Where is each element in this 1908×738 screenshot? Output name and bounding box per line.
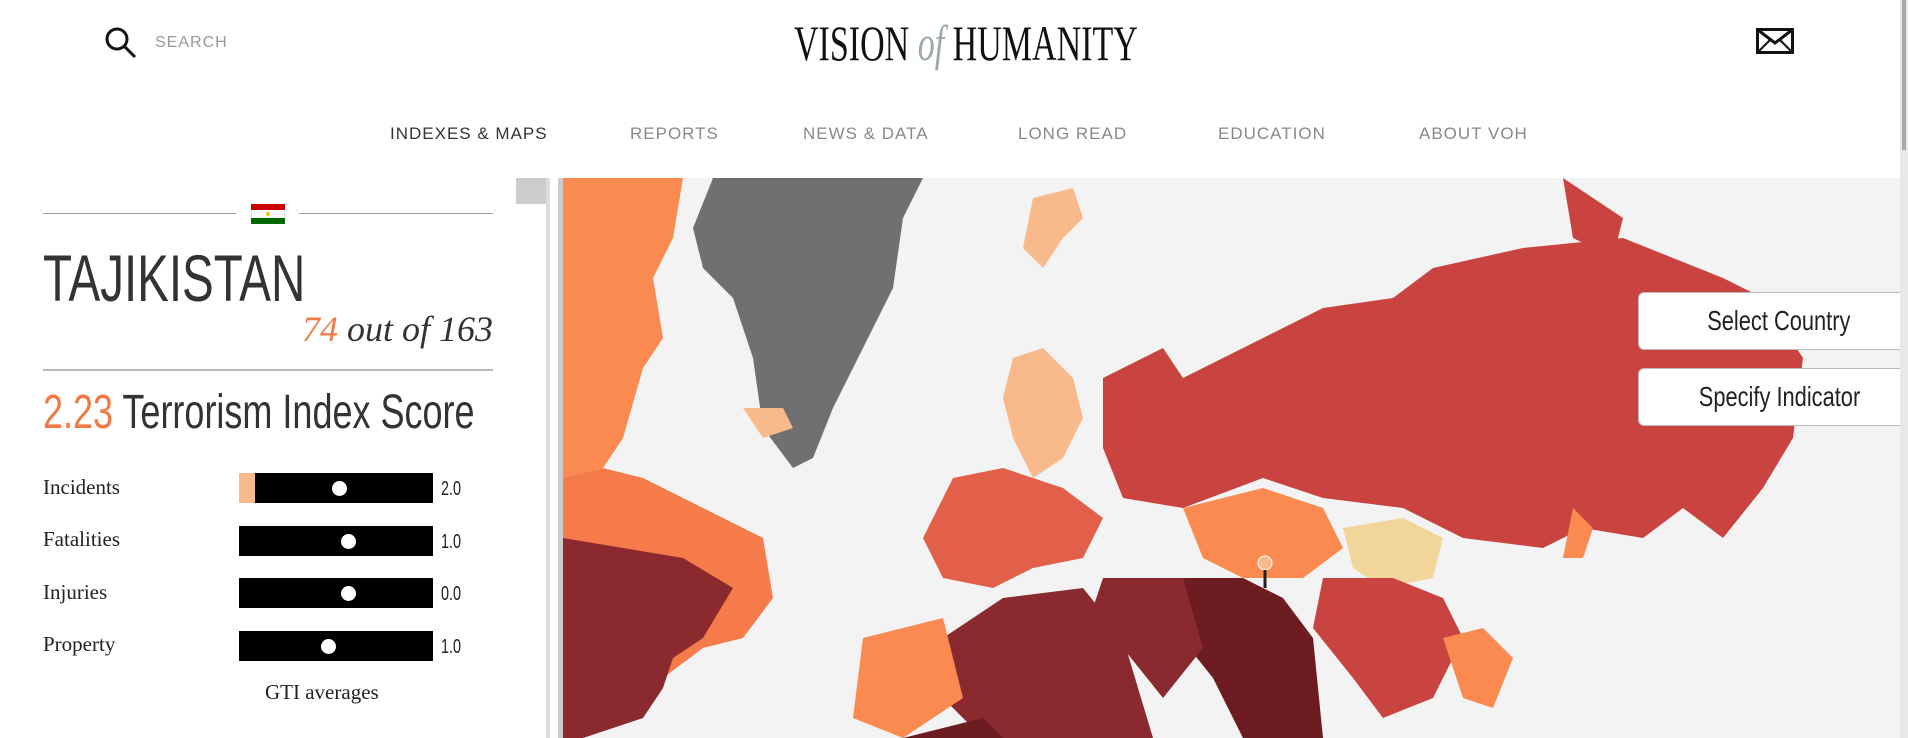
logo-text: HUMANITY [952,15,1138,71]
indicator-value: 1.0 [441,531,462,553]
rank: 74 out of 163 [302,308,493,350]
nav-item[interactable]: LONG READ [1018,124,1128,143]
page-scrollbar [1900,0,1908,738]
indicator-label: Property [43,632,116,656]
search-input[interactable]: SEARCH [155,34,228,51]
scrollbar-thumb[interactable] [516,178,546,204]
rank-value: 74 [301,309,338,349]
rank-text: out of 163 [346,309,493,349]
indicator-label: Incidents [43,475,120,499]
divider [299,213,493,214]
indicator-value: 0.0 [441,583,462,605]
nav-item[interactable]: EDUCATION [1218,124,1326,143]
divider [43,369,493,371]
indicator-value: 1.0 [441,636,462,658]
search-icon[interactable] [104,26,138,60]
indicator-label: Injuries [43,580,108,604]
select-country-button[interactable]: Select Country [1638,292,1908,350]
score-value: 2.23 [43,386,114,439]
indicator-bar [239,473,433,503]
nav-item[interactable]: INDEXES & MAPS [390,124,548,143]
map[interactable] [563,178,1908,738]
score-label: Terrorism Index Score [122,386,475,439]
country-name: TAJIKISTAN [43,241,306,315]
nav-item[interactable]: NEWS & DATA [803,124,929,143]
legend-note: GTI averages [265,680,379,704]
mail-icon[interactable] [1756,28,1794,54]
indicator-bar [239,631,433,661]
logo-text: of [917,15,945,71]
separator [558,178,563,738]
divider [43,213,236,214]
logo[interactable]: VISION of HUMANITY [794,14,1138,72]
scrollbar-track [546,178,550,738]
specify-indicator-button[interactable]: Specify Indicator [1638,368,1908,426]
indicator-bar [239,526,433,556]
indicator-label: Fatalities [43,527,120,551]
indicator-bar [239,578,433,608]
flag [251,204,285,224]
nav-item[interactable]: ABOUT VOH [1419,124,1528,143]
score: 2.23 Terrorism Index Score [43,385,618,440]
indicator-value: 2.0 [441,478,462,500]
nav-item[interactable]: REPORTS [630,124,719,143]
logo-text: VISION [794,15,910,71]
